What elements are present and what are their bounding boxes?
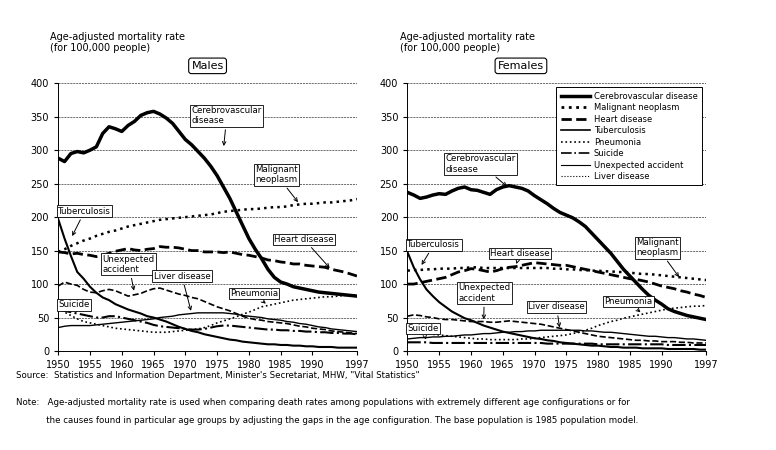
Text: Unexpected
accident: Unexpected accident bbox=[102, 255, 155, 290]
Text: Source:  Statistics and Information Department, Minister's Secretariat, MHW, "Vi: Source: Statistics and Information Depar… bbox=[16, 371, 419, 380]
Text: the causes found in particular age groups by adjusting the gaps in the age confi: the causes found in particular age group… bbox=[16, 416, 638, 425]
Text: Cerebrovascular
disease: Cerebrovascular disease bbox=[445, 154, 516, 186]
Text: Heart disease: Heart disease bbox=[275, 235, 334, 267]
Text: Liver disease: Liver disease bbox=[528, 302, 585, 326]
Text: Cerebrovascular
disease: Cerebrovascular disease bbox=[192, 106, 262, 145]
Text: Pneumonia: Pneumonia bbox=[230, 289, 278, 303]
Text: Males: Males bbox=[192, 61, 223, 71]
Text: Heart disease: Heart disease bbox=[490, 249, 549, 263]
Text: Unexpected
accident: Unexpected accident bbox=[459, 284, 511, 318]
Text: Females: Females bbox=[498, 61, 544, 71]
Text: Note:   Age-adjusted mortality rate is used when comparing death rates among pop: Note: Age-adjusted mortality rate is use… bbox=[16, 398, 629, 407]
Text: Pneumonia: Pneumonia bbox=[605, 297, 653, 311]
Text: Liver disease: Liver disease bbox=[154, 272, 210, 310]
Legend: Cerebrovascular disease, Malignant neoplasm, Heart disease, Tuberculosis, Pneumo: Cerebrovascular disease, Malignant neopl… bbox=[556, 87, 702, 185]
Text: Tuberculosis: Tuberculosis bbox=[58, 207, 111, 235]
Text: Suicide: Suicide bbox=[58, 301, 89, 311]
Text: Tuberculosis: Tuberculosis bbox=[407, 240, 460, 264]
Text: Malignant
neoplasm: Malignant neoplasm bbox=[636, 238, 679, 276]
Text: Malignant
neoplasm: Malignant neoplasm bbox=[255, 165, 298, 201]
Text: Age-adjusted mortality rate
(for 100,000 people): Age-adjusted mortality rate (for 100,000… bbox=[400, 32, 535, 53]
Text: Age-adjusted mortality rate
(for 100,000 people): Age-adjusted mortality rate (for 100,000… bbox=[50, 32, 185, 53]
Text: Suicide: Suicide bbox=[407, 324, 438, 338]
